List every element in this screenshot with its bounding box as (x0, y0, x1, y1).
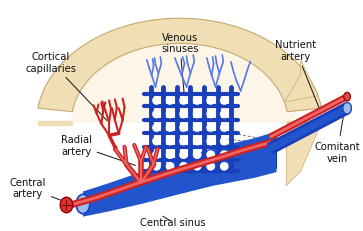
Ellipse shape (193, 137, 201, 146)
Ellipse shape (166, 110, 174, 119)
Polygon shape (286, 123, 322, 186)
Ellipse shape (220, 137, 229, 146)
Ellipse shape (166, 137, 174, 146)
Ellipse shape (220, 124, 229, 132)
Ellipse shape (179, 151, 188, 159)
Text: Radial
artery: Radial artery (61, 135, 135, 166)
Ellipse shape (343, 103, 351, 115)
Ellipse shape (152, 97, 161, 105)
Ellipse shape (166, 97, 174, 105)
Ellipse shape (60, 198, 73, 213)
Text: Comitant
vein: Comitant vein (315, 114, 360, 163)
Ellipse shape (206, 124, 215, 132)
Ellipse shape (220, 151, 229, 159)
Ellipse shape (179, 124, 188, 132)
Polygon shape (83, 132, 277, 217)
Ellipse shape (206, 97, 215, 105)
Polygon shape (83, 136, 277, 213)
Text: Central sinus: Central sinus (140, 216, 206, 228)
Ellipse shape (179, 97, 188, 105)
Ellipse shape (344, 93, 351, 102)
Ellipse shape (206, 162, 215, 171)
Ellipse shape (152, 151, 161, 159)
Polygon shape (38, 19, 322, 112)
Ellipse shape (76, 195, 90, 214)
Ellipse shape (206, 110, 215, 119)
Ellipse shape (166, 124, 174, 132)
Ellipse shape (193, 97, 201, 105)
Ellipse shape (152, 137, 161, 146)
Ellipse shape (166, 151, 174, 159)
Ellipse shape (206, 137, 215, 146)
Ellipse shape (152, 124, 161, 132)
Text: Cortical
capillaries: Cortical capillaries (25, 52, 107, 121)
Ellipse shape (220, 162, 229, 171)
Ellipse shape (152, 110, 161, 119)
Text: Nutrient
artery: Nutrient artery (275, 40, 321, 113)
Ellipse shape (193, 162, 201, 171)
Ellipse shape (152, 162, 161, 171)
Ellipse shape (179, 162, 188, 171)
Text: Venous
sinuses: Venous sinuses (161, 33, 199, 96)
Ellipse shape (179, 110, 188, 119)
Text: Central
artery: Central artery (9, 177, 71, 204)
Polygon shape (284, 75, 301, 186)
Polygon shape (72, 44, 287, 123)
Ellipse shape (220, 97, 229, 105)
Ellipse shape (220, 110, 229, 119)
Ellipse shape (193, 124, 201, 132)
Ellipse shape (166, 162, 174, 171)
Ellipse shape (179, 137, 188, 146)
Ellipse shape (193, 110, 201, 119)
Ellipse shape (206, 151, 215, 159)
Polygon shape (284, 61, 318, 103)
Ellipse shape (193, 151, 201, 159)
